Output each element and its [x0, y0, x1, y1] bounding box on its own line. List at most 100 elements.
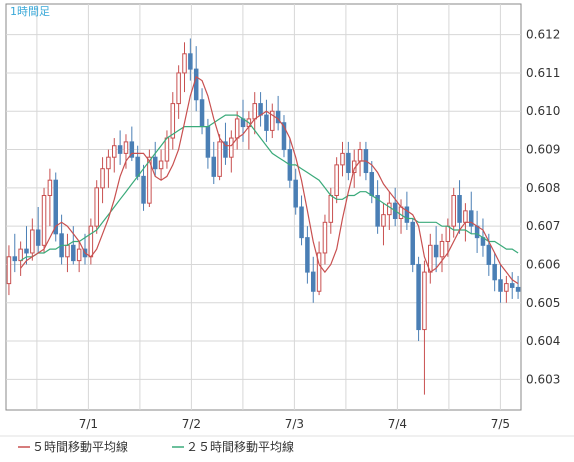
candle-up: [147, 156, 152, 204]
candle-down: [416, 263, 421, 331]
legend-label: ５時間移動平均線: [32, 439, 128, 454]
candle-up: [47, 179, 53, 197]
candle-up: [100, 168, 105, 189]
candle-up: [422, 271, 427, 331]
candle-down: [515, 286, 521, 292]
candle-up: [6, 256, 12, 285]
candle-down: [117, 145, 123, 154]
candle-up: [387, 202, 392, 216]
x-tick-label: 7/2: [182, 417, 201, 431]
candle-up: [439, 240, 445, 258]
candle-down: [346, 152, 351, 174]
candle-down: [24, 248, 29, 254]
candle-down: [281, 122, 287, 151]
candle-down: [433, 244, 439, 258]
candle-down: [223, 141, 228, 158]
legend-label: ２５時間移動平均線: [186, 439, 294, 454]
candle-up: [30, 229, 35, 254]
y-tick-label: 0.605: [526, 296, 560, 310]
x-tick-label: 7/4: [388, 417, 407, 431]
candle-up: [170, 103, 176, 139]
timeframe-label: 1時間足: [10, 5, 50, 18]
candle-down: [193, 68, 199, 101]
candle-up: [334, 164, 339, 197]
x-tick-label: 7/5: [491, 417, 510, 431]
candle-up: [88, 225, 94, 258]
candle-up: [252, 103, 257, 120]
x-tick-label: 7/1: [79, 417, 98, 431]
candle-up: [182, 53, 187, 74]
ma5-line: [20, 75, 519, 285]
y-tick-label: 0.611: [526, 66, 560, 80]
candle-down: [299, 206, 304, 239]
x-tick-label: 7/3: [285, 417, 304, 431]
candle-down: [205, 126, 211, 158]
candle-up: [65, 244, 70, 258]
candle-down: [457, 195, 462, 223]
y-tick-label: 0.603: [526, 372, 560, 386]
candle-up: [328, 195, 334, 223]
candle-up: [463, 210, 468, 223]
candle-down: [469, 210, 474, 227]
y-tick-label: 0.609: [526, 143, 560, 157]
candle-down: [135, 156, 140, 177]
candle-down: [498, 279, 503, 292]
candle-up: [18, 248, 23, 262]
candle-up: [158, 160, 164, 170]
candle-down: [404, 206, 410, 223]
candle-down: [199, 99, 205, 128]
candle-down: [71, 244, 76, 262]
candle-down: [35, 229, 41, 246]
candle-down: [492, 263, 497, 281]
candle-up: [451, 195, 456, 227]
y-tick-label: 0.612: [526, 28, 560, 42]
candle-up: [340, 152, 345, 166]
candle-down: [12, 256, 18, 262]
candle-up: [322, 221, 328, 254]
candle-down: [258, 103, 263, 116]
candle-down: [152, 156, 158, 170]
candle-up: [398, 206, 404, 219]
y-tick-label: 0.610: [526, 104, 560, 118]
candle-up: [176, 72, 181, 105]
candle-up: [234, 118, 240, 139]
candle-up: [316, 252, 322, 292]
candle-up: [229, 137, 234, 158]
candle-down: [410, 221, 415, 265]
y-tick-label: 0.607: [526, 219, 560, 233]
candle-up: [270, 110, 275, 131]
candle-down: [375, 195, 380, 227]
candle-up: [357, 149, 363, 162]
candle-down: [129, 141, 135, 158]
candle-down: [275, 110, 281, 124]
candle-down: [305, 237, 310, 273]
candle-up: [217, 141, 222, 177]
candle-up: [41, 195, 47, 246]
candle-down: [369, 172, 375, 197]
candle-up: [381, 214, 386, 227]
candle-down: [474, 225, 480, 239]
candle-down: [264, 114, 269, 131]
candle-up: [106, 156, 111, 170]
candle-up: [112, 145, 117, 158]
candle-down: [509, 283, 515, 288]
candle-down: [486, 244, 492, 265]
candle-down: [53, 179, 58, 235]
y-tick-label: 0.608: [526, 181, 560, 195]
candle-down: [293, 179, 298, 208]
candle-up: [164, 137, 170, 162]
candle-down: [211, 156, 217, 177]
candle-down: [310, 271, 316, 292]
candle-up: [445, 225, 451, 242]
candle-up: [123, 141, 129, 154]
ma25-line: [20, 114, 519, 262]
candle-up: [94, 187, 99, 227]
plot-area: [5, 3, 522, 411]
candle-up: [76, 248, 82, 262]
candle-down: [188, 53, 193, 70]
y-tick-label: 0.606: [526, 257, 560, 271]
candle-down: [141, 175, 146, 204]
candle-up: [504, 283, 509, 292]
